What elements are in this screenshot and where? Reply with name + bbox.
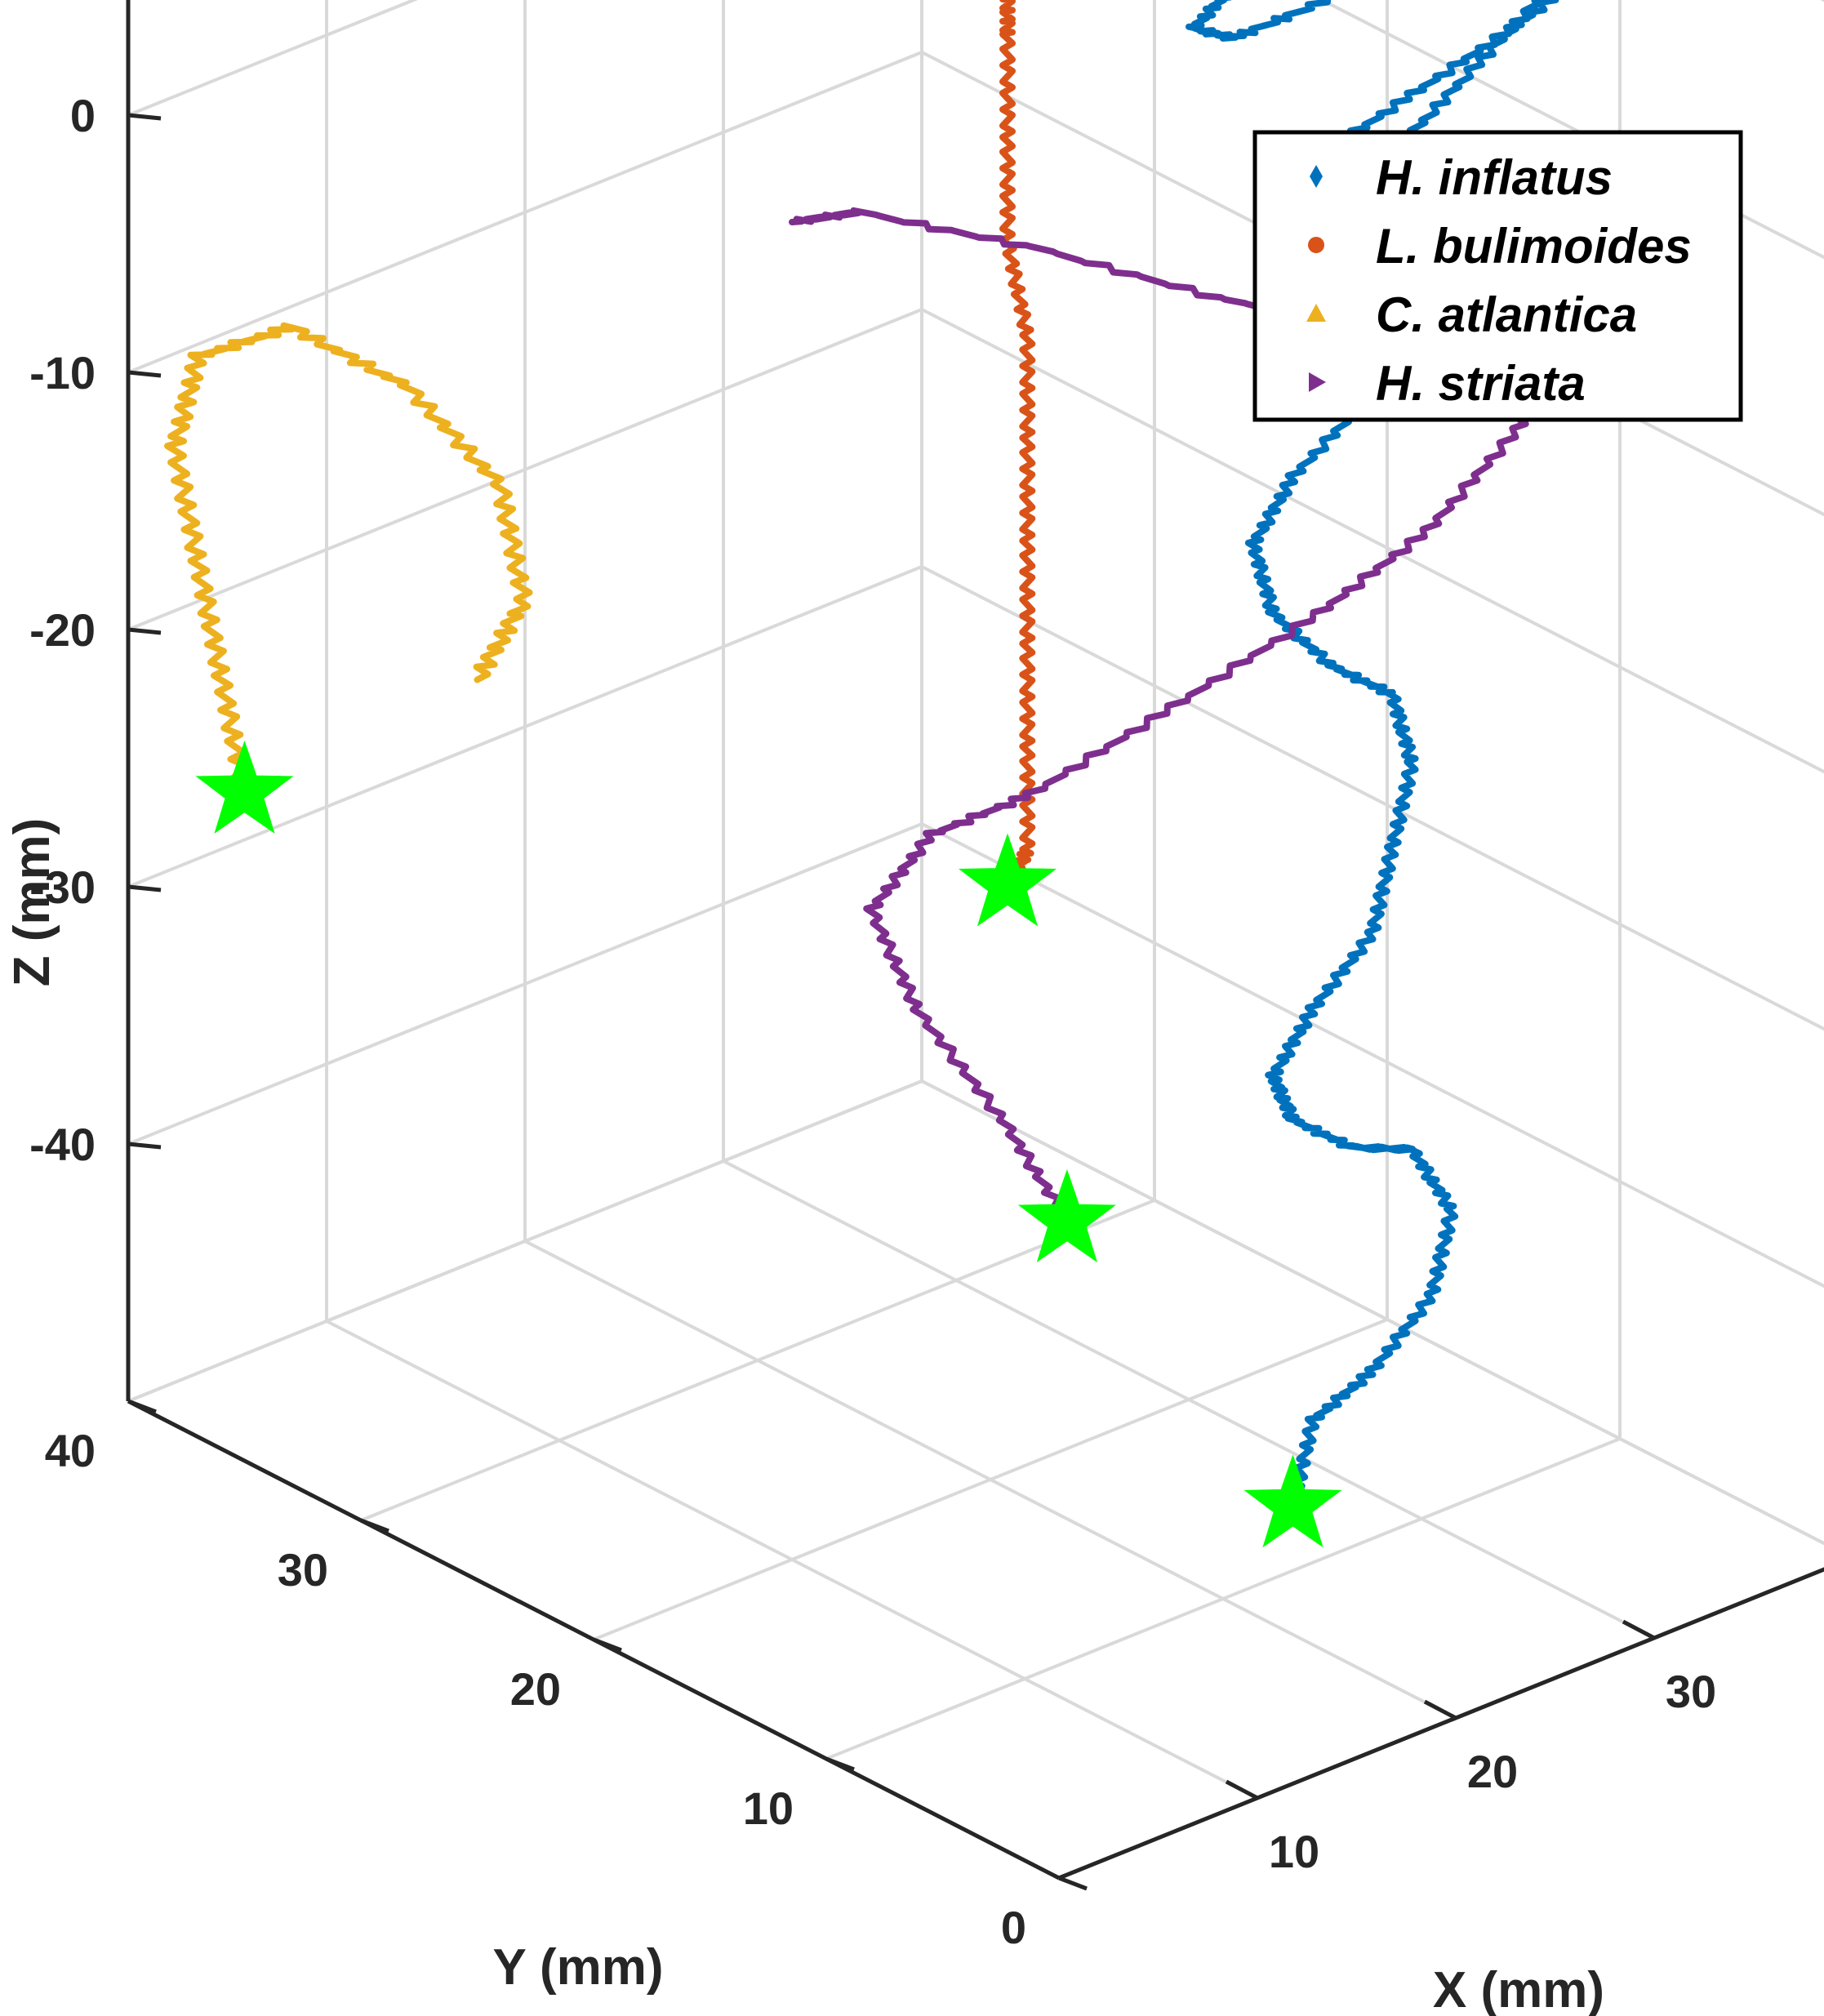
y-tick-label: 20 [510,1663,561,1715]
legend-box [1252,130,1743,422]
legend-markers [1306,165,1326,392]
y-tick-mark [360,1518,389,1533]
start-star-marker [195,740,294,834]
grid-line-floor-y [127,1079,923,1403]
z-tick-mark [127,370,162,378]
start-markers [195,740,1342,1548]
x-tick-label: 10 [1269,1826,1319,1877]
grid-lines [127,0,1824,1880]
y-tick-label: 0 [1001,1902,1026,1953]
y-tick-label: 10 [743,1782,794,1834]
y-tick-label: 40 [45,1425,96,1476]
x-tick-label: 20 [1467,1746,1518,1797]
legend-label-h-inflatus: H. inflatus [1376,150,1613,205]
grid-line-back-wall-z [127,822,923,1146]
z-tick-mark [127,113,162,121]
grid-line-back-wall-z [127,308,923,631]
x-tick-mark [1225,1779,1259,1800]
x-axis-line [1058,1567,1824,1880]
x-tick-mark [1423,1699,1457,1720]
z-axis-label: Z (mm) [4,818,60,987]
z-tick-mark [127,1142,162,1150]
y-tick-mark [127,1399,157,1414]
start-star-marker [1017,1169,1116,1263]
legend: H. inflatus L. bulimoides C. atlantica H… [1252,130,1743,422]
grid-line-floor-y [825,1437,1621,1760]
legend-label-l-bulimoides: L. bulimoides [1376,219,1692,274]
grid-line-back-wall-z [127,51,923,374]
z-tick-label: -10 [29,347,96,398]
start-star-marker [1243,1454,1342,1548]
x-tick-label: 30 [1666,1666,1716,1717]
grid-line-floor-y [593,1318,1388,1641]
grid-line-side-wall-z [1820,0,1824,2]
trace-c-atlantica [164,322,533,794]
x-axis-label: X (mm) [1433,1962,1604,2016]
axes [126,0,1824,1891]
legend-label-c-atlantica: C. atlantica [1376,287,1637,342]
grid-line-side-wall-z [921,822,1824,1288]
z-tick-label: -30 [29,861,96,913]
y-tick-label: 30 [278,1544,328,1595]
legend-marker-diamond [1310,165,1323,188]
trace-l-bulimoides [999,0,1036,887]
start-star-marker [958,833,1057,927]
grid-line-back-wall-z [127,565,923,888]
y-axis-label: Y (mm) [492,1939,663,1996]
legend-marker-triangle-right [1309,372,1326,392]
grid-line-floor-y [360,1199,1155,1522]
legend-label-h-striata: H. striata [1376,356,1586,411]
trace-h-striata [789,207,1573,1223]
tick-labels: -40-30-20-10010010203040102030 [29,90,1716,1953]
grid-line-side-wall-z [921,308,1824,774]
z-tick-label: 0 [70,90,96,141]
y-tick-mark [593,1637,622,1653]
z-tick-label: -20 [29,604,96,656]
y-tick-mark [1058,1876,1088,1891]
x-tick-mark [1622,1619,1656,1640]
grid-line-back-wall-z [127,0,418,117]
z-tick-label: -40 [29,1119,96,1170]
legend-marker-circle [1308,237,1324,253]
y-tick-mark [825,1756,855,1772]
grid-line-side-wall-z [921,565,1824,1031]
z-tick-mark [127,884,162,892]
legend-marker-triangle [1306,304,1326,322]
z-tick-mark [127,627,162,635]
